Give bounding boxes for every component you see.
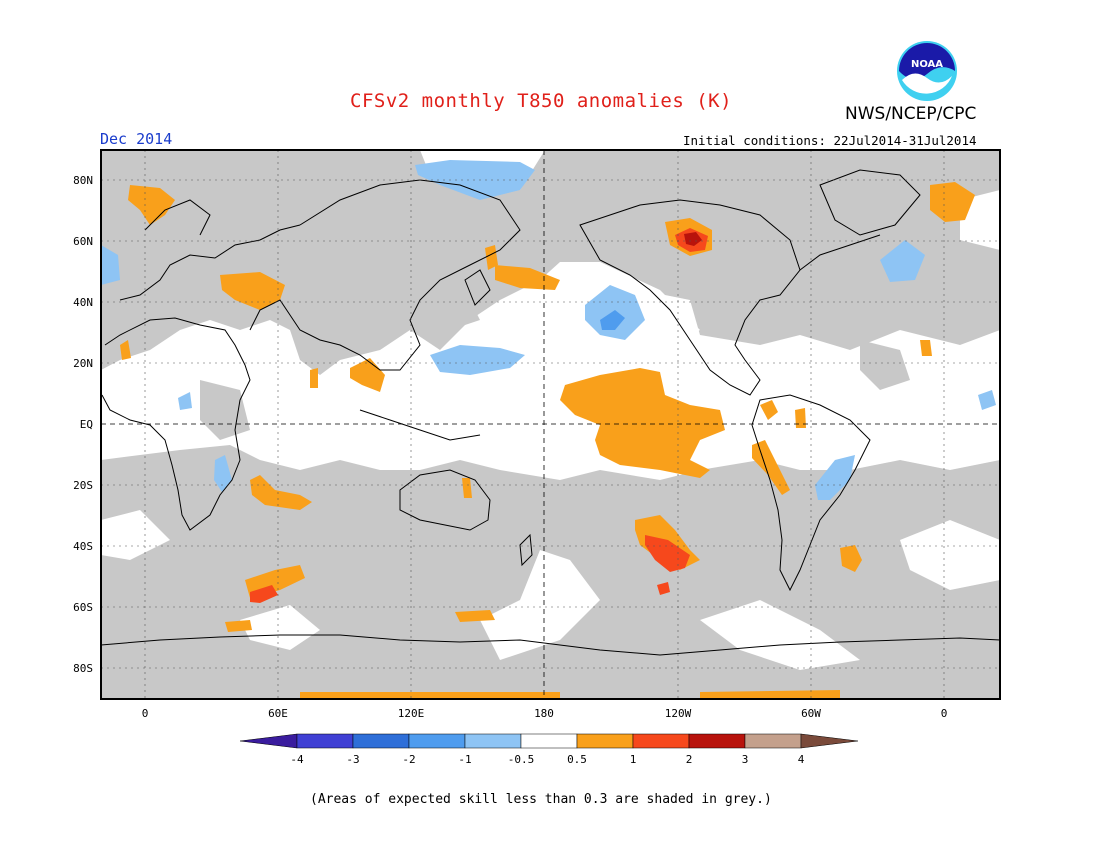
colorbar-segment xyxy=(688,733,746,749)
initial-conditions-label: Initial conditions: 22Jul2014-31Jul2014 xyxy=(683,133,977,148)
lat-label: 20S xyxy=(73,479,93,492)
lat-label: 80S xyxy=(73,662,93,675)
colorbar-tick: -0.5 xyxy=(508,753,535,766)
coastlines xyxy=(101,169,1000,656)
longitude-labels: 0 60E 120E 180 120W 60W 0 xyxy=(142,707,948,720)
colorbar-segment xyxy=(464,733,522,749)
svg-text:NOAA: NOAA xyxy=(911,59,943,70)
lon-label: 0 xyxy=(142,707,149,720)
warm-anomalies-very-strong xyxy=(684,232,702,246)
noaa-logo: NOAA xyxy=(897,41,957,101)
colorbar-tick: 0.5 xyxy=(567,753,587,766)
colorbar-segment xyxy=(352,733,410,749)
lon-label: 60E xyxy=(268,707,288,720)
colorbar-segment xyxy=(576,733,634,749)
colorbar-segment xyxy=(632,733,690,749)
colorbar-segment xyxy=(408,733,466,749)
skill-areas xyxy=(101,190,1000,670)
lon-label: 180 xyxy=(534,707,554,720)
colorbar-tick: -3 xyxy=(346,753,359,766)
forecast-period: Dec 2014 xyxy=(100,130,173,148)
colorbar-segment xyxy=(520,733,578,749)
lat-label: EQ xyxy=(80,418,93,431)
cold-anomalies-strong xyxy=(600,310,625,330)
colorbar-low-arrow xyxy=(239,733,298,749)
lon-label: 60W xyxy=(801,707,821,720)
colorbar-segment xyxy=(296,733,354,749)
colorbar-tick: -2 xyxy=(402,753,415,766)
lat-label: 20N xyxy=(73,357,93,370)
colorbar-tick: -4 xyxy=(290,753,304,766)
colorbar-segment xyxy=(744,733,802,749)
colorbar-tick: 1 xyxy=(630,753,637,766)
colorbar-tick: 3 xyxy=(742,753,749,766)
lat-label: 40S xyxy=(73,540,93,553)
lat-label: 60N xyxy=(73,235,93,248)
lat-label: 80N xyxy=(73,174,93,187)
colorbar-high-arrow xyxy=(800,733,859,749)
agency-label: NWS/NCEP/CPC xyxy=(845,104,977,124)
colorbar-tick: 2 xyxy=(686,753,693,766)
graticule xyxy=(101,150,1000,699)
colorbar: -4 -3 -2 -1 -0.5 0.5 1 2 3 4 xyxy=(239,733,859,766)
latitude-labels: 80N 60N 40N 20N EQ 20S 40S 60S 80S xyxy=(73,174,93,675)
chart-title: CFSv2 monthly T850 anomalies (K) xyxy=(350,90,733,112)
lon-label: 120E xyxy=(398,707,425,720)
lat-label: 60S xyxy=(73,601,93,614)
skill-footnote: (Areas of expected skill less than 0.3 a… xyxy=(310,792,772,807)
anomaly-shading xyxy=(101,150,1000,699)
colorbar-tick: 4 xyxy=(798,753,805,766)
colorbar-tick: -1 xyxy=(458,753,471,766)
map-frame xyxy=(100,149,1001,700)
lon-label: 120W xyxy=(665,707,692,720)
lat-label: 40N xyxy=(73,296,93,309)
equator-dateline xyxy=(101,150,1000,699)
lon-label: 0 xyxy=(941,707,948,720)
